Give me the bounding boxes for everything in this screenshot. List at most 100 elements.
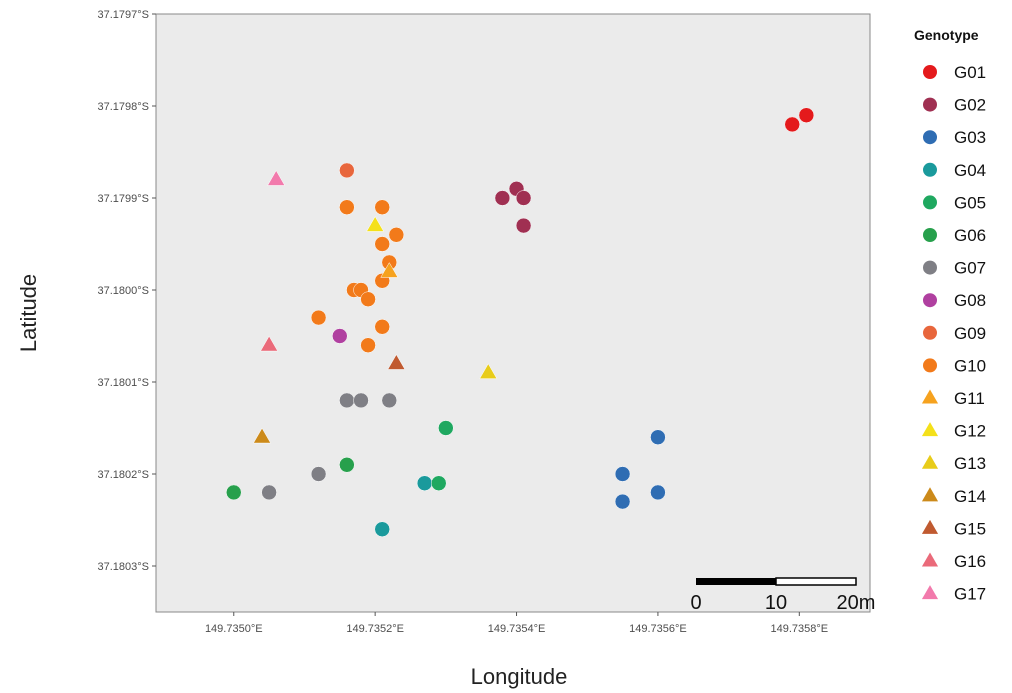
- x-axis-title: Longitude: [471, 664, 568, 689]
- data-point-g07-17: [310, 466, 327, 482]
- scale-bar-black-segment: [696, 578, 776, 585]
- y-tick-label-6: 37.1803°S: [98, 561, 150, 573]
- data-point-g09-22: [339, 162, 355, 179]
- data-point-g05-13: [431, 475, 447, 491]
- legend-symbol-g01: [923, 65, 937, 79]
- data-point-g15-39: [387, 354, 406, 370]
- legend-symbol-g04: [923, 162, 937, 177]
- data-point-g10-23: [339, 199, 355, 215]
- data-point-g02-4: [515, 190, 532, 206]
- y-tick-label-1: 37.1798°S: [98, 101, 150, 113]
- legend-symbol-g16: [921, 552, 939, 567]
- data-point-g10-24: [374, 199, 390, 215]
- data-point-g06-14: [226, 484, 242, 501]
- legend-symbol-g05: [923, 195, 937, 210]
- plot-background: [155, 13, 871, 613]
- y-tick-label-3: 37.1800°S: [98, 285, 150, 297]
- data-point-g10-31: [360, 291, 376, 307]
- data-point-g10-33: [374, 319, 390, 335]
- data-point-g03-6: [650, 429, 666, 445]
- y-axis-title: Latitude: [16, 274, 41, 352]
- data-point-g07-20: [381, 392, 398, 409]
- legend-label-g03: G03: [954, 128, 986, 147]
- legend-symbol-g17: [921, 585, 939, 600]
- data-point-g04-11: [374, 521, 390, 537]
- legend-label-g02: G02: [954, 96, 986, 115]
- legend-label-g05: G05: [954, 193, 986, 212]
- legend-symbol-g09: [923, 325, 937, 340]
- legend-symbol-g08: [923, 293, 937, 308]
- legend-symbol-g11: [921, 389, 939, 404]
- legend-label-g04: G04: [954, 161, 986, 180]
- y-tick-label-4: 37.1801°S: [98, 377, 150, 389]
- legend-label-g09: G09: [954, 324, 986, 343]
- legend-label-g06: G06: [954, 226, 986, 245]
- data-point-g10-32: [310, 309, 327, 326]
- data-point-g04-10: [416, 475, 433, 491]
- y-tick-label-0: 37.1797°S: [98, 9, 150, 21]
- data-point-g01-1: [798, 107, 815, 123]
- legend-entries: G01 G02 G03 G04 G05 G06 G07 G08 G09 G10 G11 G12 G13 G…: [921, 63, 986, 604]
- plot-panel: [155, 13, 871, 613]
- data-point-g02-2: [494, 190, 511, 206]
- legend-symbol-g15: [921, 519, 939, 534]
- scale-bar-white-segment: [775, 577, 857, 586]
- legend-label-g11: G11: [954, 389, 985, 408]
- legend-symbol-g13: [921, 454, 939, 469]
- data-point-g17-41: [267, 170, 286, 186]
- data-point-g10-34: [360, 337, 376, 353]
- legend-symbol-g12: [921, 422, 939, 437]
- data-point-g07-19: [353, 392, 369, 409]
- legend-label-g12: G12: [954, 422, 986, 441]
- x-axis-ticks: 149.7350°E 149.7352°E 149.7354°E 149.7356°E…: [205, 612, 828, 635]
- legend-label-g07: G07: [954, 259, 986, 278]
- legend-symbol-g06: [923, 228, 937, 242]
- scale-bar-label-20m: 20m: [837, 592, 876, 614]
- y-tick-label-2: 37.1799°S: [98, 193, 150, 205]
- x-tick-label-2: 149.7354°E: [488, 623, 546, 635]
- legend-symbol-g14: [921, 487, 939, 502]
- data-point-g03-7: [614, 466, 631, 482]
- legend-label-g01: G01: [954, 63, 986, 82]
- data-point-g01-0: [784, 116, 800, 133]
- y-tick-label-5: 37.1802°S: [98, 469, 150, 481]
- data-point-g14-38: [253, 427, 272, 444]
- legend-symbol-g10: [923, 358, 937, 373]
- legend-label-g15: G15: [954, 519, 986, 538]
- data-point-g07-16: [261, 484, 277, 501]
- y-axis-ticks: 37.1797°S 37.1798°S 37.1799°S 37.1800°S 37.1…: [98, 9, 156, 573]
- data-point-g02-5: [515, 217, 532, 234]
- data-point-g07-18: [339, 392, 355, 409]
- x-tick-label-1: 149.7352°E: [346, 623, 404, 635]
- legend-symbol-g02: [923, 97, 937, 112]
- data-point-g06-15: [339, 457, 355, 473]
- legend: Genotype G01G02G03G04G05G06G07G08G09G10G…: [914, 27, 986, 604]
- legend-label-g13: G13: [954, 454, 986, 473]
- scale-bar-label-0: 0: [690, 592, 701, 614]
- data-point-g05-12: [438, 420, 454, 436]
- legend-symbol-g03: [923, 130, 937, 145]
- legend-label-g08: G08: [954, 291, 986, 310]
- data-point-g10-26: [374, 236, 390, 252]
- data-point-g12-36: [366, 216, 385, 232]
- legend-label-g17: G17: [954, 585, 986, 604]
- legend-label-g10: G10: [954, 356, 986, 375]
- legend-symbol-g07: [923, 260, 937, 275]
- scale-bar-label-10: 10: [765, 592, 787, 614]
- legend-title: Genotype: [914, 27, 979, 43]
- data-point-g08-21: [332, 328, 348, 344]
- x-tick-label-3: 149.7356°E: [629, 623, 687, 635]
- data-point-g03-9: [614, 493, 631, 510]
- data-point-g03-8: [650, 484, 666, 501]
- scale-bar: 0 10 20m: [690, 577, 876, 614]
- data-point-g10-25: [388, 227, 405, 243]
- data-point-g13-37: [479, 363, 498, 379]
- data-point-g16-40: [260, 335, 279, 352]
- data-point-g11-35: [380, 262, 399, 278]
- x-tick-label-0: 149.7350°E: [205, 623, 263, 635]
- x-tick-label-4: 149.7358°E: [770, 623, 828, 635]
- data-points: [226, 107, 815, 537]
- legend-label-g14: G14: [954, 487, 986, 506]
- legend-label-g16: G16: [954, 552, 986, 571]
